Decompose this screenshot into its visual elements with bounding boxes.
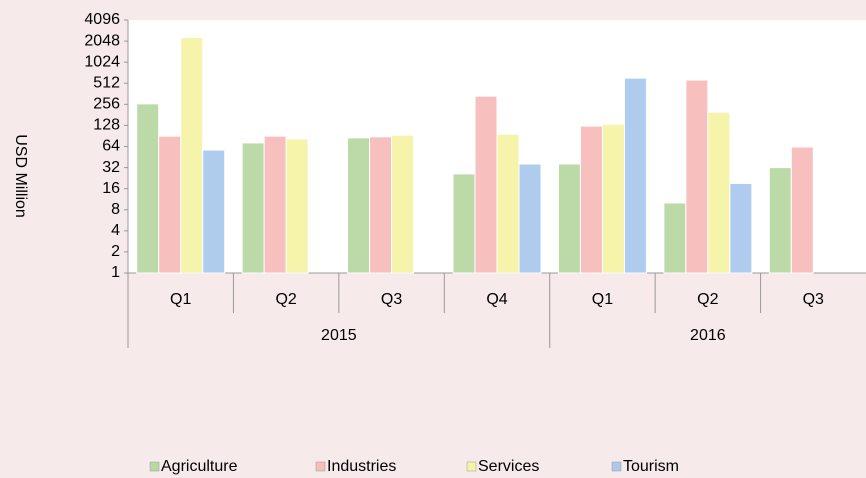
bar	[241, 142, 265, 274]
bar	[136, 103, 160, 274]
bar	[790, 146, 814, 274]
x-tick-label: Q2	[697, 291, 718, 308]
bar	[729, 182, 753, 274]
legend-label: Tourism	[623, 458, 679, 475]
legend-swatch	[466, 461, 477, 472]
bar	[557, 163, 581, 274]
y-tick-label: 64	[102, 138, 120, 155]
bar	[285, 138, 309, 274]
x-tick-label: Q4	[486, 291, 507, 308]
bar	[391, 134, 415, 274]
y-tick-label: 1	[111, 264, 120, 281]
bar	[347, 137, 371, 274]
y-axis-label: USD Million	[12, 134, 29, 218]
y-tick-label: 2	[111, 243, 120, 260]
bar	[685, 79, 709, 274]
bar	[474, 95, 498, 274]
x-tick-label: Q3	[381, 291, 402, 308]
bar	[518, 163, 542, 274]
bar	[623, 77, 647, 274]
bar	[579, 125, 603, 274]
x-tick-label: Q2	[275, 291, 296, 308]
y-tick-label: 8	[111, 201, 120, 218]
y-tick-label: 512	[93, 74, 120, 91]
bar	[202, 149, 226, 274]
x-tick-label: Q1	[592, 291, 613, 308]
y-tick-label: 4	[111, 222, 120, 239]
bar	[180, 37, 204, 274]
legend-swatch	[149, 461, 160, 472]
bar	[369, 136, 393, 274]
legend-swatch	[315, 461, 326, 472]
legend-label: Industries	[327, 458, 396, 475]
y-tick-label: 16	[102, 180, 120, 197]
y-tick-label: 1024	[84, 53, 120, 70]
y-tick-label: 2048	[84, 32, 120, 49]
group-label: 2016	[690, 327, 726, 344]
bar	[768, 167, 792, 274]
bar	[158, 135, 182, 274]
x-tick-label: Q3	[803, 291, 824, 308]
y-tick-label: 256	[93, 96, 120, 113]
x-tick-label: Q1	[170, 291, 191, 308]
legend-label: Services	[478, 458, 539, 475]
bar	[263, 135, 287, 274]
legend-label: Agriculture	[161, 458, 238, 475]
y-tick-label: 32	[102, 159, 120, 176]
bar	[663, 202, 687, 274]
bar	[496, 133, 520, 274]
y-tick-label: 4096	[84, 11, 120, 28]
group-label: 2015	[321, 327, 357, 344]
legend-swatch	[611, 461, 622, 472]
bar	[601, 123, 625, 274]
bar	[452, 173, 476, 274]
y-tick-label: 128	[93, 117, 120, 134]
bar	[707, 111, 731, 274]
